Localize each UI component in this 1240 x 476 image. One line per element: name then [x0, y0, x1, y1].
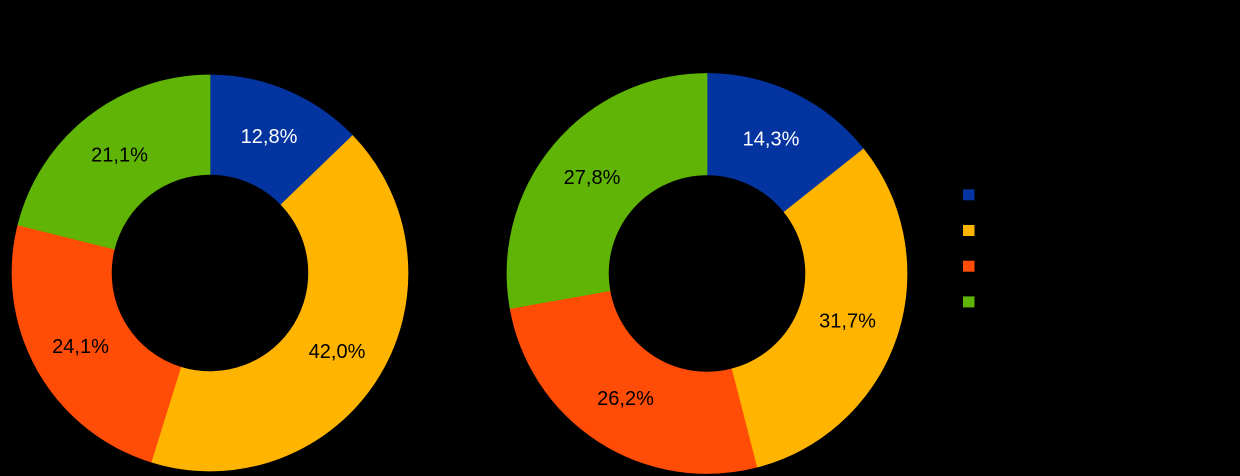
svg-text:31,7%: 31,7%	[819, 311, 876, 333]
svg-text:14,3%: 14,3%	[743, 129, 800, 151]
svg-text:24,1%: 24,1%	[52, 336, 109, 358]
svg-text:42,0%: 42,0%	[309, 341, 366, 363]
svg-text:26,2%: 26,2%	[597, 388, 654, 410]
svg-text:27,8%: 27,8%	[564, 167, 621, 189]
svg-text:21,1%: 21,1%	[91, 145, 148, 167]
svg-text:12,8%: 12,8%	[241, 126, 298, 148]
